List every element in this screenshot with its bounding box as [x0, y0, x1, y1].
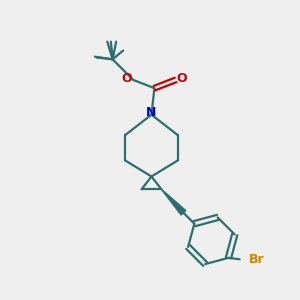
Text: N: N	[146, 106, 157, 119]
Text: O: O	[177, 72, 188, 85]
Polygon shape	[161, 189, 186, 215]
Text: Br: Br	[249, 253, 265, 266]
Text: O: O	[122, 72, 132, 85]
